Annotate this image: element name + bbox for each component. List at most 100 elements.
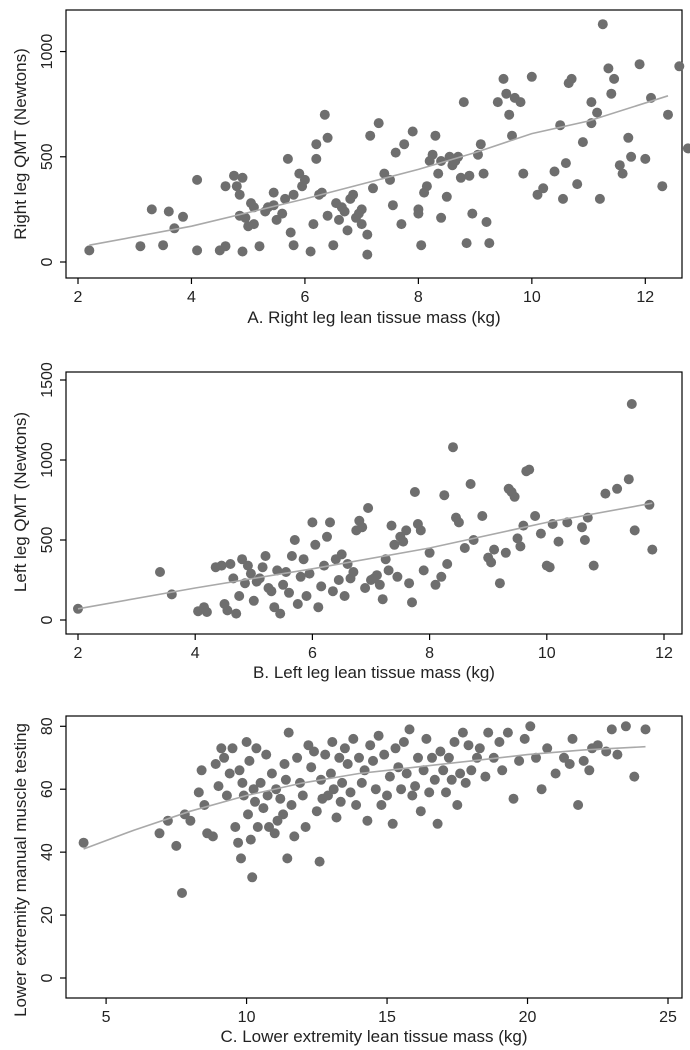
panel-a-point xyxy=(234,189,245,200)
panel-b-point xyxy=(301,591,312,601)
panel-b-point xyxy=(360,583,371,593)
panel-c-point xyxy=(584,765,595,776)
panel-c-point xyxy=(244,755,255,766)
panel-a-point xyxy=(427,149,438,160)
panel-c-point xyxy=(331,812,342,823)
panel-c-point xyxy=(432,818,443,829)
panel-b-point xyxy=(339,591,350,601)
panel-a-point xyxy=(663,109,673,120)
panel-b-point xyxy=(647,544,658,555)
panel-c-point xyxy=(446,774,457,785)
panel-c-point xyxy=(407,790,418,801)
panel-b-point xyxy=(386,520,397,531)
panel-b-point xyxy=(325,517,335,528)
panel-a-ylabel: Right leg QMT (Newtons) xyxy=(11,48,30,239)
panel-b-point xyxy=(201,607,212,617)
panel-b-point xyxy=(626,399,637,409)
panel-b-point xyxy=(623,474,634,485)
panel-b-point xyxy=(512,533,523,544)
panel-a-point xyxy=(390,147,401,158)
panel-a-point xyxy=(396,219,407,230)
panel-c-point xyxy=(578,755,589,766)
panel-a-point xyxy=(433,168,444,179)
panel-a-ytick-label: 500 xyxy=(39,143,56,170)
panel-c-point xyxy=(393,762,404,773)
panel-c-point xyxy=(342,759,353,769)
panel-c-ticks: 5 10 15 20 25 0 20 40 60 80 xyxy=(39,717,677,1026)
panel-a-point xyxy=(135,241,146,252)
panel-a-point xyxy=(577,137,588,148)
panel-a-point xyxy=(339,206,350,217)
panel-a-point xyxy=(674,61,685,72)
panel-c-point xyxy=(368,755,378,766)
panel-b-point xyxy=(242,560,253,571)
panel-c-point xyxy=(241,737,252,747)
panel-a-point xyxy=(481,217,492,227)
panel-a-point xyxy=(305,246,316,257)
panel-c-point xyxy=(335,796,346,807)
panel-c-point xyxy=(250,796,260,807)
panel-c-point xyxy=(210,759,221,769)
panel-a-point xyxy=(299,174,310,185)
panel-b-point xyxy=(155,567,165,577)
panel-a-point xyxy=(285,227,296,238)
panel-b-point xyxy=(307,517,318,528)
panel-b-point xyxy=(468,535,479,545)
panel-a: 2 4 6 8 10 12 0 500 1000 A. Right leg lean tissu… xyxy=(11,9,690,327)
panel-a-point xyxy=(515,97,526,108)
panel-c-point xyxy=(233,837,244,848)
panel-a-point xyxy=(399,139,410,150)
panel-c-point xyxy=(365,740,376,751)
panel-b-point xyxy=(477,511,488,521)
panel-c-point xyxy=(177,888,187,898)
panel-c-point xyxy=(640,724,651,735)
panel-c-point xyxy=(415,806,426,817)
panel-c-point xyxy=(480,771,491,782)
panel-b-point xyxy=(448,442,458,453)
panel-b-point xyxy=(371,570,382,581)
panel-b-point xyxy=(530,511,541,521)
panel-c-point xyxy=(193,787,204,798)
panel-c-point xyxy=(219,752,230,763)
panel-c-point xyxy=(573,800,584,810)
panel-c-point xyxy=(384,771,395,782)
panel-c-ytick-label: 0 xyxy=(39,973,56,982)
panel-b-point xyxy=(588,560,599,571)
panel-c-point xyxy=(452,800,463,810)
panel-c-point xyxy=(300,822,311,832)
panel-b-point xyxy=(266,586,277,597)
panel-c-point xyxy=(536,784,547,795)
panel-c-ytick-label: 60 xyxy=(39,780,56,798)
panel-a-frame xyxy=(65,9,683,279)
panel-a-point xyxy=(507,130,517,141)
panel-b-point xyxy=(424,547,435,558)
panel-c-point xyxy=(251,743,262,754)
panel-b-point xyxy=(231,608,242,619)
panel-b-point xyxy=(398,536,409,547)
panel-b-point xyxy=(577,522,587,533)
panel-a-xtick-label: 4 xyxy=(187,289,196,306)
panel-b-xtick-label: 10 xyxy=(538,645,556,662)
panel-c-point xyxy=(339,743,350,754)
panel-c-point xyxy=(587,743,598,754)
panel-c-point xyxy=(502,727,513,738)
panel-c-point xyxy=(306,762,317,773)
panel-a-point xyxy=(356,219,367,230)
panel-b-point xyxy=(342,559,353,569)
panel-a-point xyxy=(413,208,424,219)
panel-b-point xyxy=(612,483,623,494)
panel-c-point xyxy=(196,765,207,776)
panel-c-point xyxy=(387,818,398,829)
panel-b-point xyxy=(304,568,315,579)
panel-a-point xyxy=(617,168,628,179)
panel-a-point xyxy=(362,229,373,240)
panel-a-points xyxy=(84,19,690,260)
panel-c-point xyxy=(258,803,269,814)
panel-b-ytick-label: 0 xyxy=(39,615,56,624)
panel-b-point xyxy=(245,568,256,579)
panel-b: 2 4 6 8 10 12 0 500 1000 1500 B. Left leg lean ti… xyxy=(11,362,683,682)
panel-c-xtick-label: 15 xyxy=(378,1009,396,1026)
panel-c-point xyxy=(327,737,338,747)
panel-a-point xyxy=(84,245,95,256)
